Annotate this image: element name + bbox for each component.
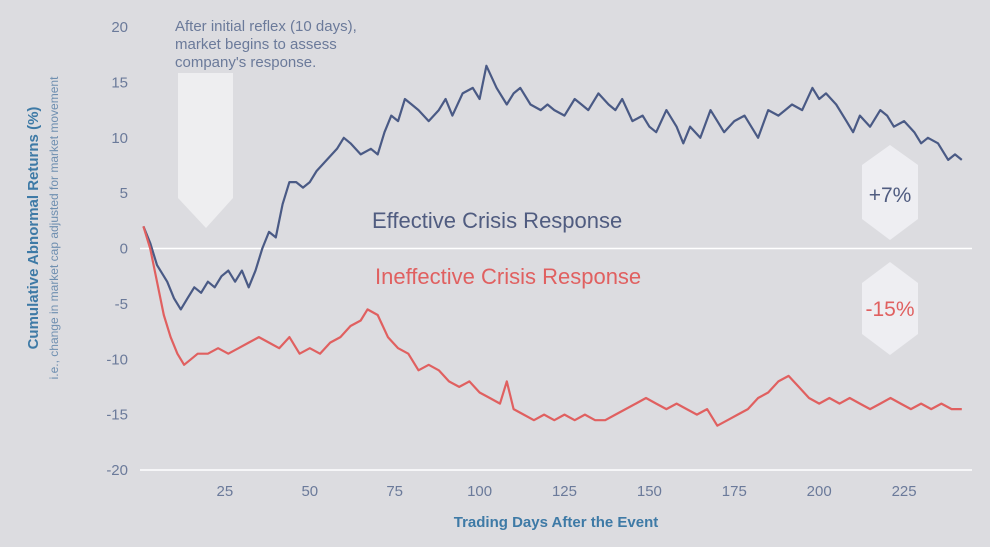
badge-ineffective-label: -15%: [865, 298, 914, 321]
y-tick-label: 10: [111, 130, 128, 147]
y-tick-label: -5: [115, 296, 128, 313]
badge-effective-shape: [862, 145, 918, 240]
y-axis-title: Cumulative Abnormal Returns (%): [25, 107, 42, 350]
series-label-effective: Effective Crisis Response: [372, 208, 622, 233]
x-tick-label: 125: [552, 483, 577, 500]
x-axis-title: Trading Days After the Event: [454, 514, 659, 531]
x-tick-label: 100: [467, 483, 492, 500]
badge-ineffective-shape: [862, 262, 918, 355]
x-tick-label: 200: [807, 483, 832, 500]
series-label-ineffective: Ineffective Crisis Response: [375, 264, 641, 289]
y-tick-label: 15: [111, 74, 128, 91]
x-tick-label: 75: [386, 483, 403, 500]
y-tick-label: -15: [106, 407, 128, 424]
y-axis-ticks: 20 15 10 5 0 -5 -10 -15 -20: [106, 19, 128, 479]
y-tick-label: 20: [111, 19, 128, 36]
x-tick-label: 150: [637, 483, 662, 500]
y-tick-label: 5: [120, 185, 128, 202]
x-axis-ticks: 25 50 75 100 125 150 175 200 225: [217, 483, 917, 500]
y-tick-label: -10: [106, 351, 128, 368]
x-tick-label: 50: [301, 483, 318, 500]
badge-effective-label: +7%: [869, 184, 912, 207]
series-line-ineffective: [142, 225, 962, 427]
series-lines: [142, 64, 963, 427]
y-tick-label: -20: [106, 462, 128, 479]
series-line-effective: [142, 64, 963, 311]
y-tick-label: 0: [120, 241, 128, 258]
x-tick-label: 175: [722, 483, 747, 500]
annotation-arrow: [178, 73, 233, 228]
x-tick-label: 25: [217, 483, 234, 500]
y-axis-subtitle: i.e., change in market cap adjusted for …: [47, 76, 61, 379]
annotation-text: After initial reflex (10 days), market b…: [175, 18, 361, 71]
x-tick-label: 225: [892, 483, 917, 500]
